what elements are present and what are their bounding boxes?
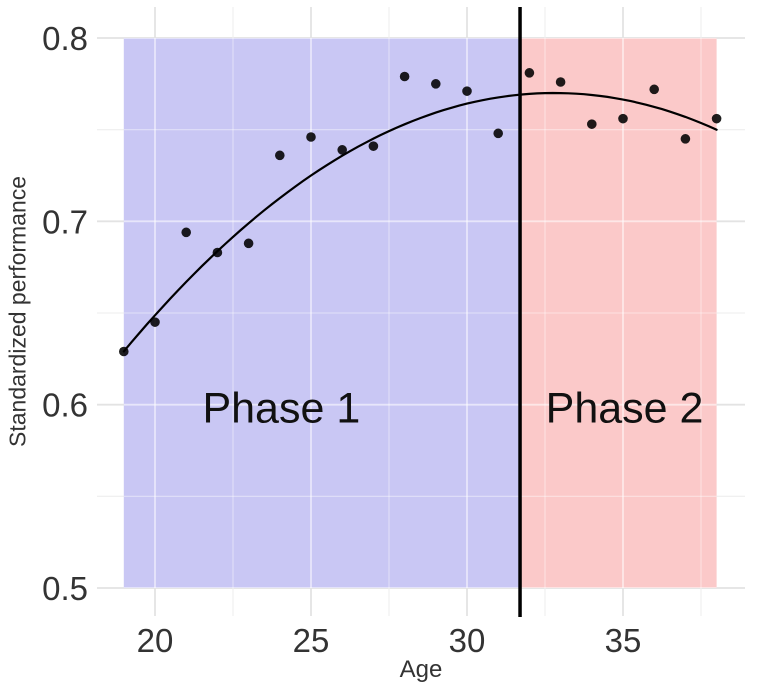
data-point [618,113,628,124]
data-point [399,71,410,82]
fit-curve [122,91,718,353]
data-point [649,84,659,95]
data-point [306,132,316,142]
phase2-region [520,38,717,588]
x-axis-title: Age [399,656,443,683]
data-point [275,150,285,161]
data-point [181,227,191,238]
data-point [368,141,379,151]
x-tick-label: 30 [449,622,486,659]
data-point [493,128,504,139]
y-tick-label: 0.5 [42,570,88,607]
data-point [243,238,254,249]
data-point [555,77,566,87]
data-point [337,145,348,155]
x-tick-label: 25 [293,622,330,659]
x-tick-label: 20 [137,622,174,659]
y-tick-label: 0.7 [42,203,88,240]
data-point [150,317,160,327]
y-tick-label: 0.6 [42,387,88,424]
phase1-label: Phase 1 [202,384,360,432]
data-point [587,119,597,129]
y-axis-title: Standardized performance [4,175,31,448]
data-point [524,68,535,78]
data-point [711,113,722,124]
data-point [462,86,472,96]
phase2-label: Phase 2 [546,384,704,432]
x-tick-label: 35 [605,622,642,659]
grid-overlay-layer [123,38,717,588]
y-tick-label: 0.8 [42,20,88,57]
data-point [680,134,691,144]
data-point [431,79,441,89]
phase1-region [123,38,521,588]
data-point [212,247,223,258]
data-point [119,346,129,357]
